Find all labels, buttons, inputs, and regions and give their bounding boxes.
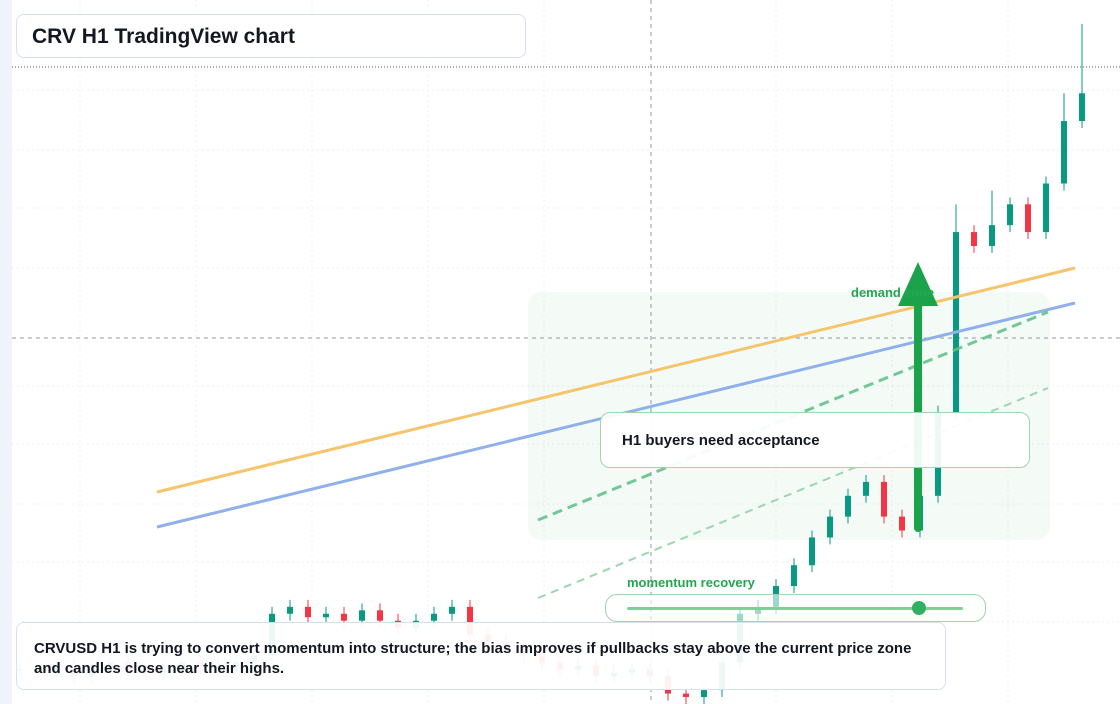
left-edge <box>0 0 12 704</box>
slider[interactable] <box>605 594 986 622</box>
candle-body <box>683 693 689 698</box>
candle-body <box>1079 93 1085 122</box>
candle-body <box>899 516 905 531</box>
candle-body <box>1043 183 1049 233</box>
arrow-head <box>898 262 938 306</box>
slider-knob[interactable] <box>912 601 926 615</box>
title-box: CRV H1 TradingView chart <box>16 14 526 58</box>
candle-body <box>377 610 383 621</box>
trend-line-lower <box>537 387 1049 599</box>
candle-body <box>305 606 311 618</box>
candle-body <box>449 606 455 614</box>
candle-body <box>809 537 815 566</box>
candle-body <box>1025 204 1031 233</box>
candle-body <box>791 565 797 587</box>
demand-zone-label: demand zone <box>851 285 935 300</box>
candle-body <box>323 613 329 618</box>
candle-body <box>953 232 959 413</box>
candle-body <box>341 613 347 621</box>
candle-body <box>359 610 365 621</box>
candle-body <box>863 481 869 496</box>
caption-box: CRVUSD H1 is trying to convert momentum … <box>16 622 946 690</box>
note-box: H1 buyers need acceptance <box>600 412 1030 468</box>
slider-track <box>627 607 963 610</box>
candle-body <box>881 481 887 517</box>
candle-body <box>1061 121 1067 184</box>
candle-body <box>701 690 707 698</box>
candle-body <box>431 613 437 621</box>
candle-body <box>1007 204 1013 226</box>
candle-body <box>989 225 995 246</box>
candle-body <box>827 516 833 538</box>
candle-body <box>467 606 473 635</box>
candle-body <box>845 495 851 517</box>
candle-body <box>971 232 977 246</box>
momentum-label: momentum recovery <box>627 575 755 590</box>
candle-body <box>287 606 293 614</box>
